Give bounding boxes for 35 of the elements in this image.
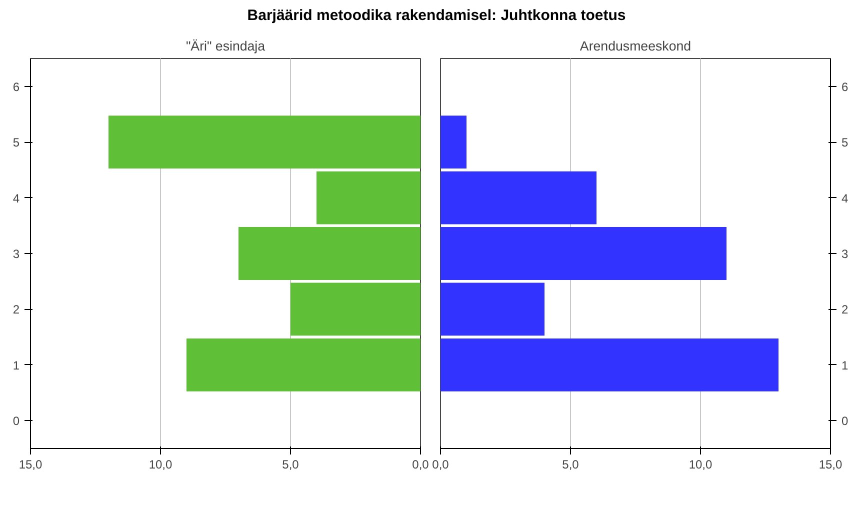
x-tick-label: 15,0 [18, 458, 43, 472]
chart-subtitle: Arendusmeeskond [580, 38, 692, 54]
x-tick-label: 0,0 [412, 458, 430, 472]
y-tick-label: 2 [842, 303, 848, 318]
y-tick-label: 4 [12, 192, 20, 206]
chart-subtitle: "Äri" esindaja [186, 38, 266, 54]
bar [108, 116, 420, 169]
x-tick-label: 5,0 [562, 458, 580, 472]
bar [316, 172, 420, 225]
bar [290, 283, 420, 336]
x-tick-label: 10,0 [688, 458, 713, 472]
y-tick-label: 1 [842, 358, 848, 373]
y-tick-label: 0 [842, 414, 848, 429]
bar [440, 283, 544, 336]
y-tick-label: 4 [842, 192, 848, 206]
x-tick-label: 10,0 [148, 458, 173, 472]
bar [440, 338, 778, 392]
y-tick-label: 0 [12, 414, 20, 429]
bar [440, 116, 466, 169]
x-tick-label: 15,0 [818, 458, 843, 472]
y-tick-label: 6 [842, 80, 848, 94]
y-tick-label: 3 [842, 247, 848, 262]
y-tick-label: 1 [12, 358, 20, 373]
bar [440, 227, 726, 280]
x-tick-label: 0,0 [432, 458, 450, 472]
bar [440, 172, 596, 225]
chart-title: Barjäärid metoodika rakendamisel: Juhtkonna toetus [247, 6, 626, 26]
bar [186, 338, 420, 392]
y-tick-label: 6 [12, 80, 20, 94]
y-tick-label: 5 [12, 136, 20, 150]
y-tick-label: 5 [842, 136, 848, 150]
x-tick-label: 5,0 [282, 458, 300, 472]
y-tick-label: 3 [12, 247, 20, 262]
bar [238, 227, 420, 280]
y-tick-label: 2 [12, 303, 20, 318]
